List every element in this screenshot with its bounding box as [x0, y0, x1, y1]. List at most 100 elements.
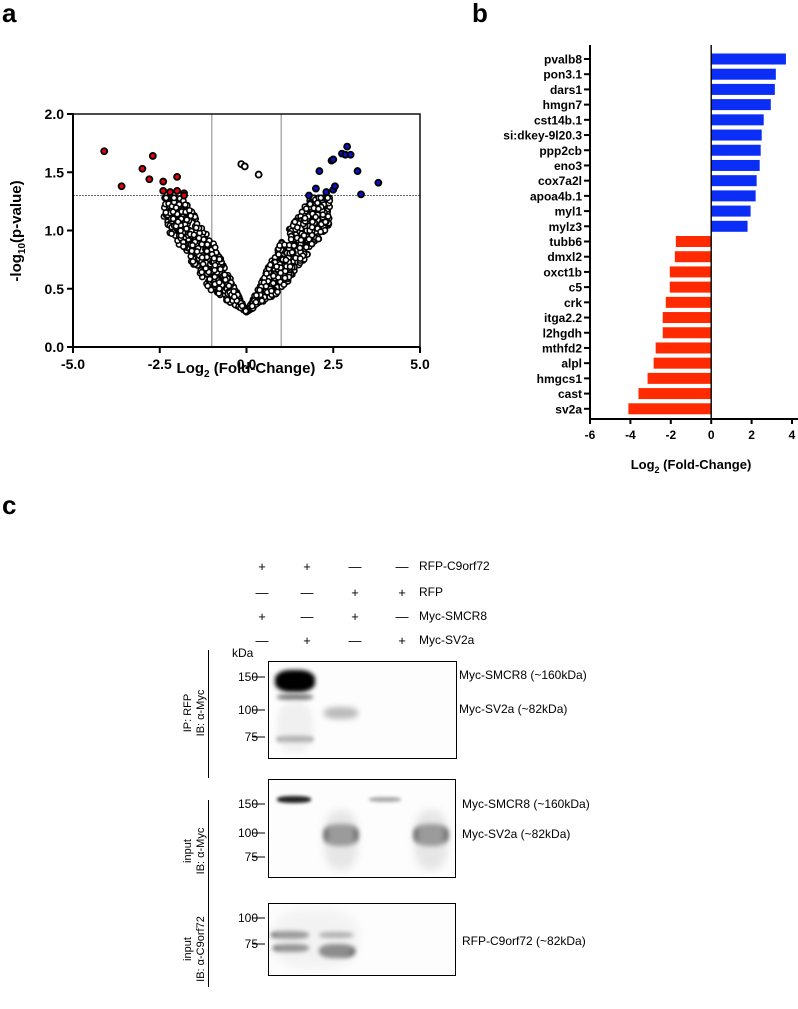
- data-point: [242, 307, 250, 315]
- mw-marker: 100: [237, 703, 258, 717]
- condition-symbol: —: [348, 559, 362, 574]
- data-point-upregulated: [322, 188, 331, 196]
- data-point-upregulated: [346, 150, 355, 159]
- mw-marker: 75: [244, 730, 258, 744]
- condition-symbol: —: [300, 609, 314, 624]
- x-tick-label: -5.0: [61, 356, 85, 372]
- category-label: c5: [569, 281, 583, 295]
- data-point: [183, 225, 190, 233]
- data-point: [308, 223, 316, 231]
- data-point: [274, 288, 281, 296]
- data-point: [211, 261, 219, 269]
- data-point: [211, 243, 219, 251]
- data-point: [188, 247, 196, 255]
- data-point: [221, 271, 229, 279]
- data-point: [306, 200, 314, 208]
- condition-symbol: +: [258, 609, 266, 624]
- bar-mylz3: [711, 220, 748, 232]
- category-label: l2hgdh: [543, 326, 582, 340]
- data-point: [287, 235, 295, 243]
- bar-apoa4b.1: [711, 190, 756, 202]
- data-point: [290, 242, 298, 250]
- data-point-upregulated: [315, 167, 324, 175]
- data-point-downregulated: [117, 182, 126, 191]
- data-point: [181, 201, 189, 209]
- data-point: [198, 254, 206, 261]
- y-tick-label: 1.5: [45, 164, 65, 180]
- band-annotation: Myc-SMCR8 (~160kDa): [459, 668, 587, 682]
- condition-label: RFP: [419, 585, 443, 599]
- band-annotation: RFP-C9orf72 (~82kDa): [462, 934, 586, 948]
- category-label: cox7a2l: [538, 174, 582, 188]
- band-annotation: Myc-SV2a (~82kDa): [459, 702, 568, 716]
- category-label: hmgcs1: [537, 372, 583, 386]
- x-tick-label: -2.5: [148, 356, 172, 372]
- category-label: alpl: [561, 357, 582, 371]
- data-point: [252, 298, 260, 306]
- data-point-upregulated: [357, 190, 365, 199]
- data-point: [324, 194, 332, 202]
- bar-si:dkey-9l20.3: [711, 129, 762, 141]
- condition-symbol: +: [398, 633, 406, 648]
- bar-dmxl2: [674, 251, 712, 263]
- data-point: [302, 205, 310, 213]
- data-point: [168, 230, 175, 238]
- blot-1-side-label: IP: RFP IB: α-Myc: [182, 689, 207, 737]
- data-point: [217, 265, 224, 273]
- condition-symbol: +: [303, 559, 311, 574]
- data-point: [297, 236, 305, 244]
- category-label: mthfd2: [542, 341, 582, 355]
- data-point: [315, 235, 322, 243]
- y-tick-label: 0.0: [45, 339, 65, 355]
- data-point: [315, 205, 322, 213]
- data-point: [296, 255, 304, 262]
- data-point: [203, 241, 211, 248]
- bar-cst14b.1: [711, 114, 764, 126]
- data-point: [169, 215, 177, 223]
- category-label: sv2a: [555, 402, 582, 416]
- data-point: [204, 282, 212, 290]
- bar-pon3.1: [711, 68, 776, 80]
- data-point: [179, 243, 187, 250]
- data-point: [296, 244, 304, 252]
- panel-a-label: a: [2, 0, 17, 28]
- condition-symbol: —: [348, 633, 362, 648]
- data-point-downregulated: [159, 177, 168, 186]
- category-label: myl1: [555, 205, 583, 219]
- data-point: [198, 268, 206, 276]
- data-point: [300, 232, 308, 239]
- bar-tubb6: [675, 236, 712, 247]
- band-annotation: Myc-SMCR8 (~160kDa): [462, 797, 590, 811]
- data-point-upregulated: [343, 142, 352, 151]
- data-point-downregulated: [145, 175, 154, 184]
- kda-label: kDa: [232, 646, 254, 660]
- y-tick-label: 1.0: [45, 223, 65, 239]
- category-label: ppp2cb: [539, 144, 582, 158]
- data-point: [288, 248, 296, 256]
- condition-symbol: —: [300, 585, 314, 600]
- x-tick-label: -2: [665, 428, 676, 442]
- data-point: [305, 235, 313, 243]
- bar-crk: [665, 296, 712, 308]
- condition-symbol: +: [351, 609, 359, 624]
- data-point: [177, 227, 185, 235]
- data-point: [314, 199, 321, 207]
- data-point: [258, 297, 266, 305]
- data-point-downregulated: [138, 164, 147, 173]
- bar-c5: [669, 281, 712, 293]
- bar-cast: [638, 388, 712, 400]
- data-point: [317, 228, 324, 236]
- category-label: si:dkey-9l20.3: [503, 129, 582, 143]
- data-point: [187, 212, 195, 220]
- data-point: [277, 269, 284, 277]
- condition-symbol: +: [303, 633, 311, 648]
- x-tick-label: 5.0: [410, 356, 430, 372]
- data-point: [203, 247, 211, 255]
- x-tick-label: 0: [708, 428, 715, 442]
- data-point: [301, 214, 309, 222]
- category-label: pvalb8: [544, 53, 582, 67]
- x-tick-label: 0.0: [237, 356, 257, 372]
- data-point: [253, 291, 260, 299]
- data-point-downregulated: [180, 191, 188, 200]
- x-tick-label: 2: [748, 428, 755, 442]
